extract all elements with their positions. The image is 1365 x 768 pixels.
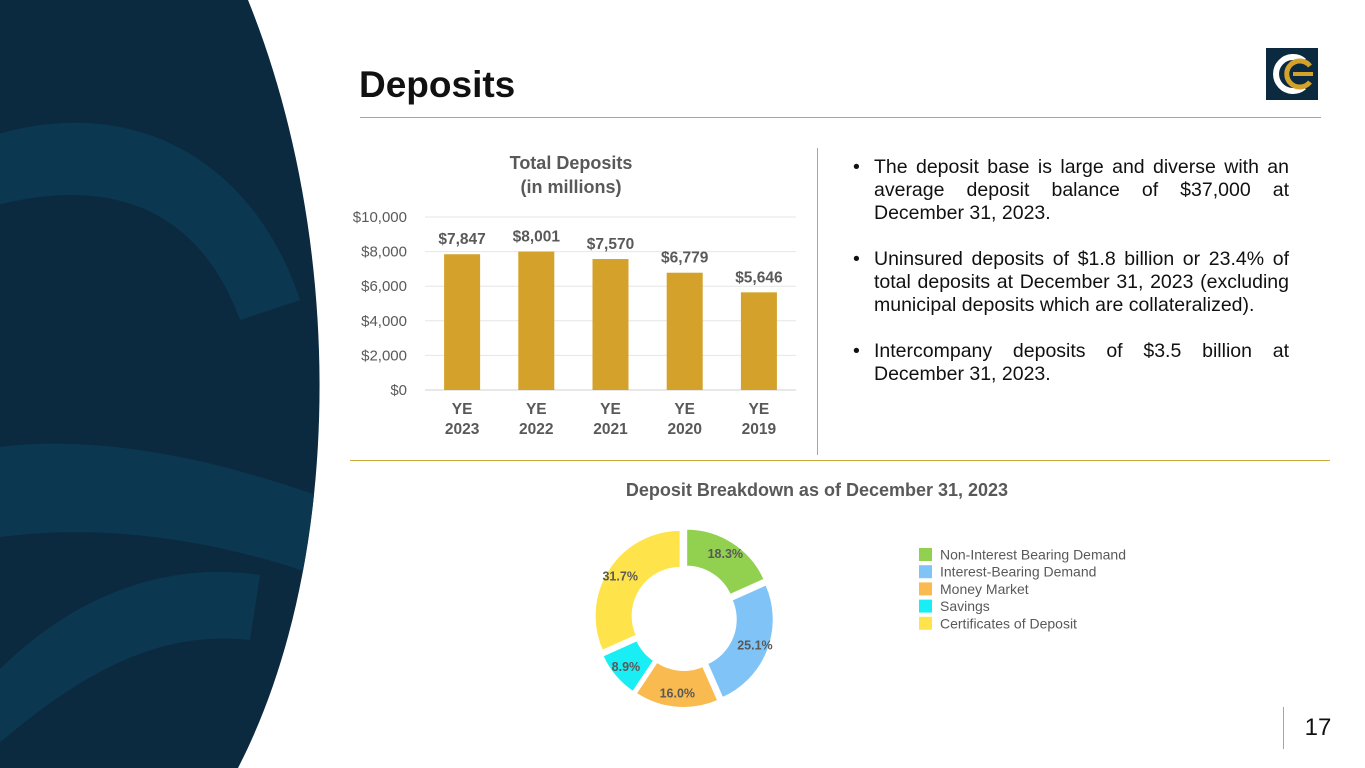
legend-swatch xyxy=(919,582,932,596)
x-tick-label: 2020 xyxy=(667,421,701,438)
company-logo xyxy=(1266,48,1318,100)
legend-label: Non-Interest Bearing Demand xyxy=(940,547,1126,563)
y-tick-label: $10,000 xyxy=(353,209,407,226)
bar-data-label: $5,646 xyxy=(735,269,783,286)
slice-data-label: 16.0% xyxy=(660,687,695,701)
bar xyxy=(592,259,629,390)
y-tick-label: $0 xyxy=(390,382,407,399)
bullet-text: Uninsured deposits of $1.8 billion or 23… xyxy=(874,248,1289,316)
donut-slice xyxy=(685,527,766,597)
bar xyxy=(444,254,481,390)
x-tick-label: YE xyxy=(526,401,547,418)
bullet-text: The deposit base is large and diverse wi… xyxy=(874,156,1289,224)
legend-label: Money Market xyxy=(940,581,1029,597)
bar-data-label: $6,779 xyxy=(661,250,709,267)
bullet-point: • Intercompany deposits of $3.5 billion a… xyxy=(853,340,1289,385)
legend-swatch xyxy=(919,599,932,613)
bar xyxy=(518,251,555,390)
key-points-list: • The deposit base is large and diverse w… xyxy=(853,156,1289,409)
title-divider xyxy=(360,117,1321,118)
background-arc-shape xyxy=(0,0,320,768)
slice-data-label: 25.1% xyxy=(737,638,772,652)
legend-label: Interest-Bearing Demand xyxy=(940,564,1096,580)
bar xyxy=(666,272,703,390)
legend-label: Savings xyxy=(940,598,990,614)
donut-slice xyxy=(601,638,656,694)
x-tick-label: YE xyxy=(674,401,695,418)
donut-slice xyxy=(593,528,682,653)
bar-data-label: $8,001 xyxy=(513,229,561,246)
y-tick-label: $2,000 xyxy=(361,347,407,364)
bar-chart-subtitle: (in millions) xyxy=(521,177,622,197)
bar-data-label: $7,570 xyxy=(587,236,634,253)
bar-chart-title: Total Deposits xyxy=(510,153,633,173)
bullet-point: • Uninsured deposits of $1.8 billion or 2… xyxy=(853,248,1289,316)
y-tick-label: $8,000 xyxy=(361,244,407,261)
page-number: 17 xyxy=(1304,714,1332,741)
slice-data-label: 18.3% xyxy=(708,547,743,561)
x-tick-label: 2021 xyxy=(593,421,628,438)
deposit-breakdown-donut-chart: Deposit Breakdown as of December 31, 202… xyxy=(593,480,1126,708)
vertical-divider xyxy=(817,148,818,455)
section-divider xyxy=(350,460,1330,461)
legend-swatch xyxy=(919,616,932,630)
bar xyxy=(740,292,777,390)
donut-chart-title: Deposit Breakdown as of December 31, 202… xyxy=(626,480,1008,500)
legend-swatch xyxy=(919,565,932,579)
slice-data-label: 8.9% xyxy=(612,660,641,674)
y-tick-label: $4,000 xyxy=(361,313,407,330)
x-tick-label: YE xyxy=(749,401,770,418)
x-tick-label: YE xyxy=(600,401,621,418)
donut-slice xyxy=(705,582,775,700)
legend-label: Certificates of Deposit xyxy=(940,615,1077,631)
slide-title: Deposits xyxy=(359,64,516,105)
x-tick-label: 2022 xyxy=(519,421,553,438)
legend-swatch xyxy=(919,548,932,561)
x-tick-label: 2023 xyxy=(445,421,480,438)
x-tick-label: YE xyxy=(452,401,473,418)
bullet-point: • The deposit base is large and diverse w… xyxy=(853,156,1289,224)
bar-data-label: $7,847 xyxy=(438,231,485,248)
donut-slice xyxy=(634,660,720,708)
slice-data-label: 31.7% xyxy=(602,570,637,584)
bullet-text: Intercompany deposits of $3.5 billion at… xyxy=(874,340,1289,385)
x-tick-label: 2019 xyxy=(742,421,777,438)
y-tick-label: $6,000 xyxy=(361,278,407,295)
page-number-divider xyxy=(1283,707,1284,749)
total-deposits-bar-chart: Total Deposits (in millions) $0 $2,000 $4,00… xyxy=(353,153,796,438)
